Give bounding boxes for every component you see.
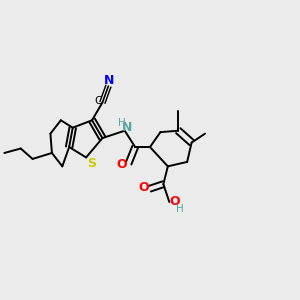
Text: C: C: [94, 96, 102, 106]
Text: H: H: [118, 118, 126, 128]
Text: O: O: [117, 158, 128, 171]
Text: N: N: [122, 121, 132, 134]
Text: O: O: [138, 181, 149, 194]
Text: H: H: [176, 204, 184, 214]
Text: S: S: [88, 158, 97, 170]
Text: O: O: [169, 195, 180, 208]
Text: N: N: [103, 74, 114, 87]
